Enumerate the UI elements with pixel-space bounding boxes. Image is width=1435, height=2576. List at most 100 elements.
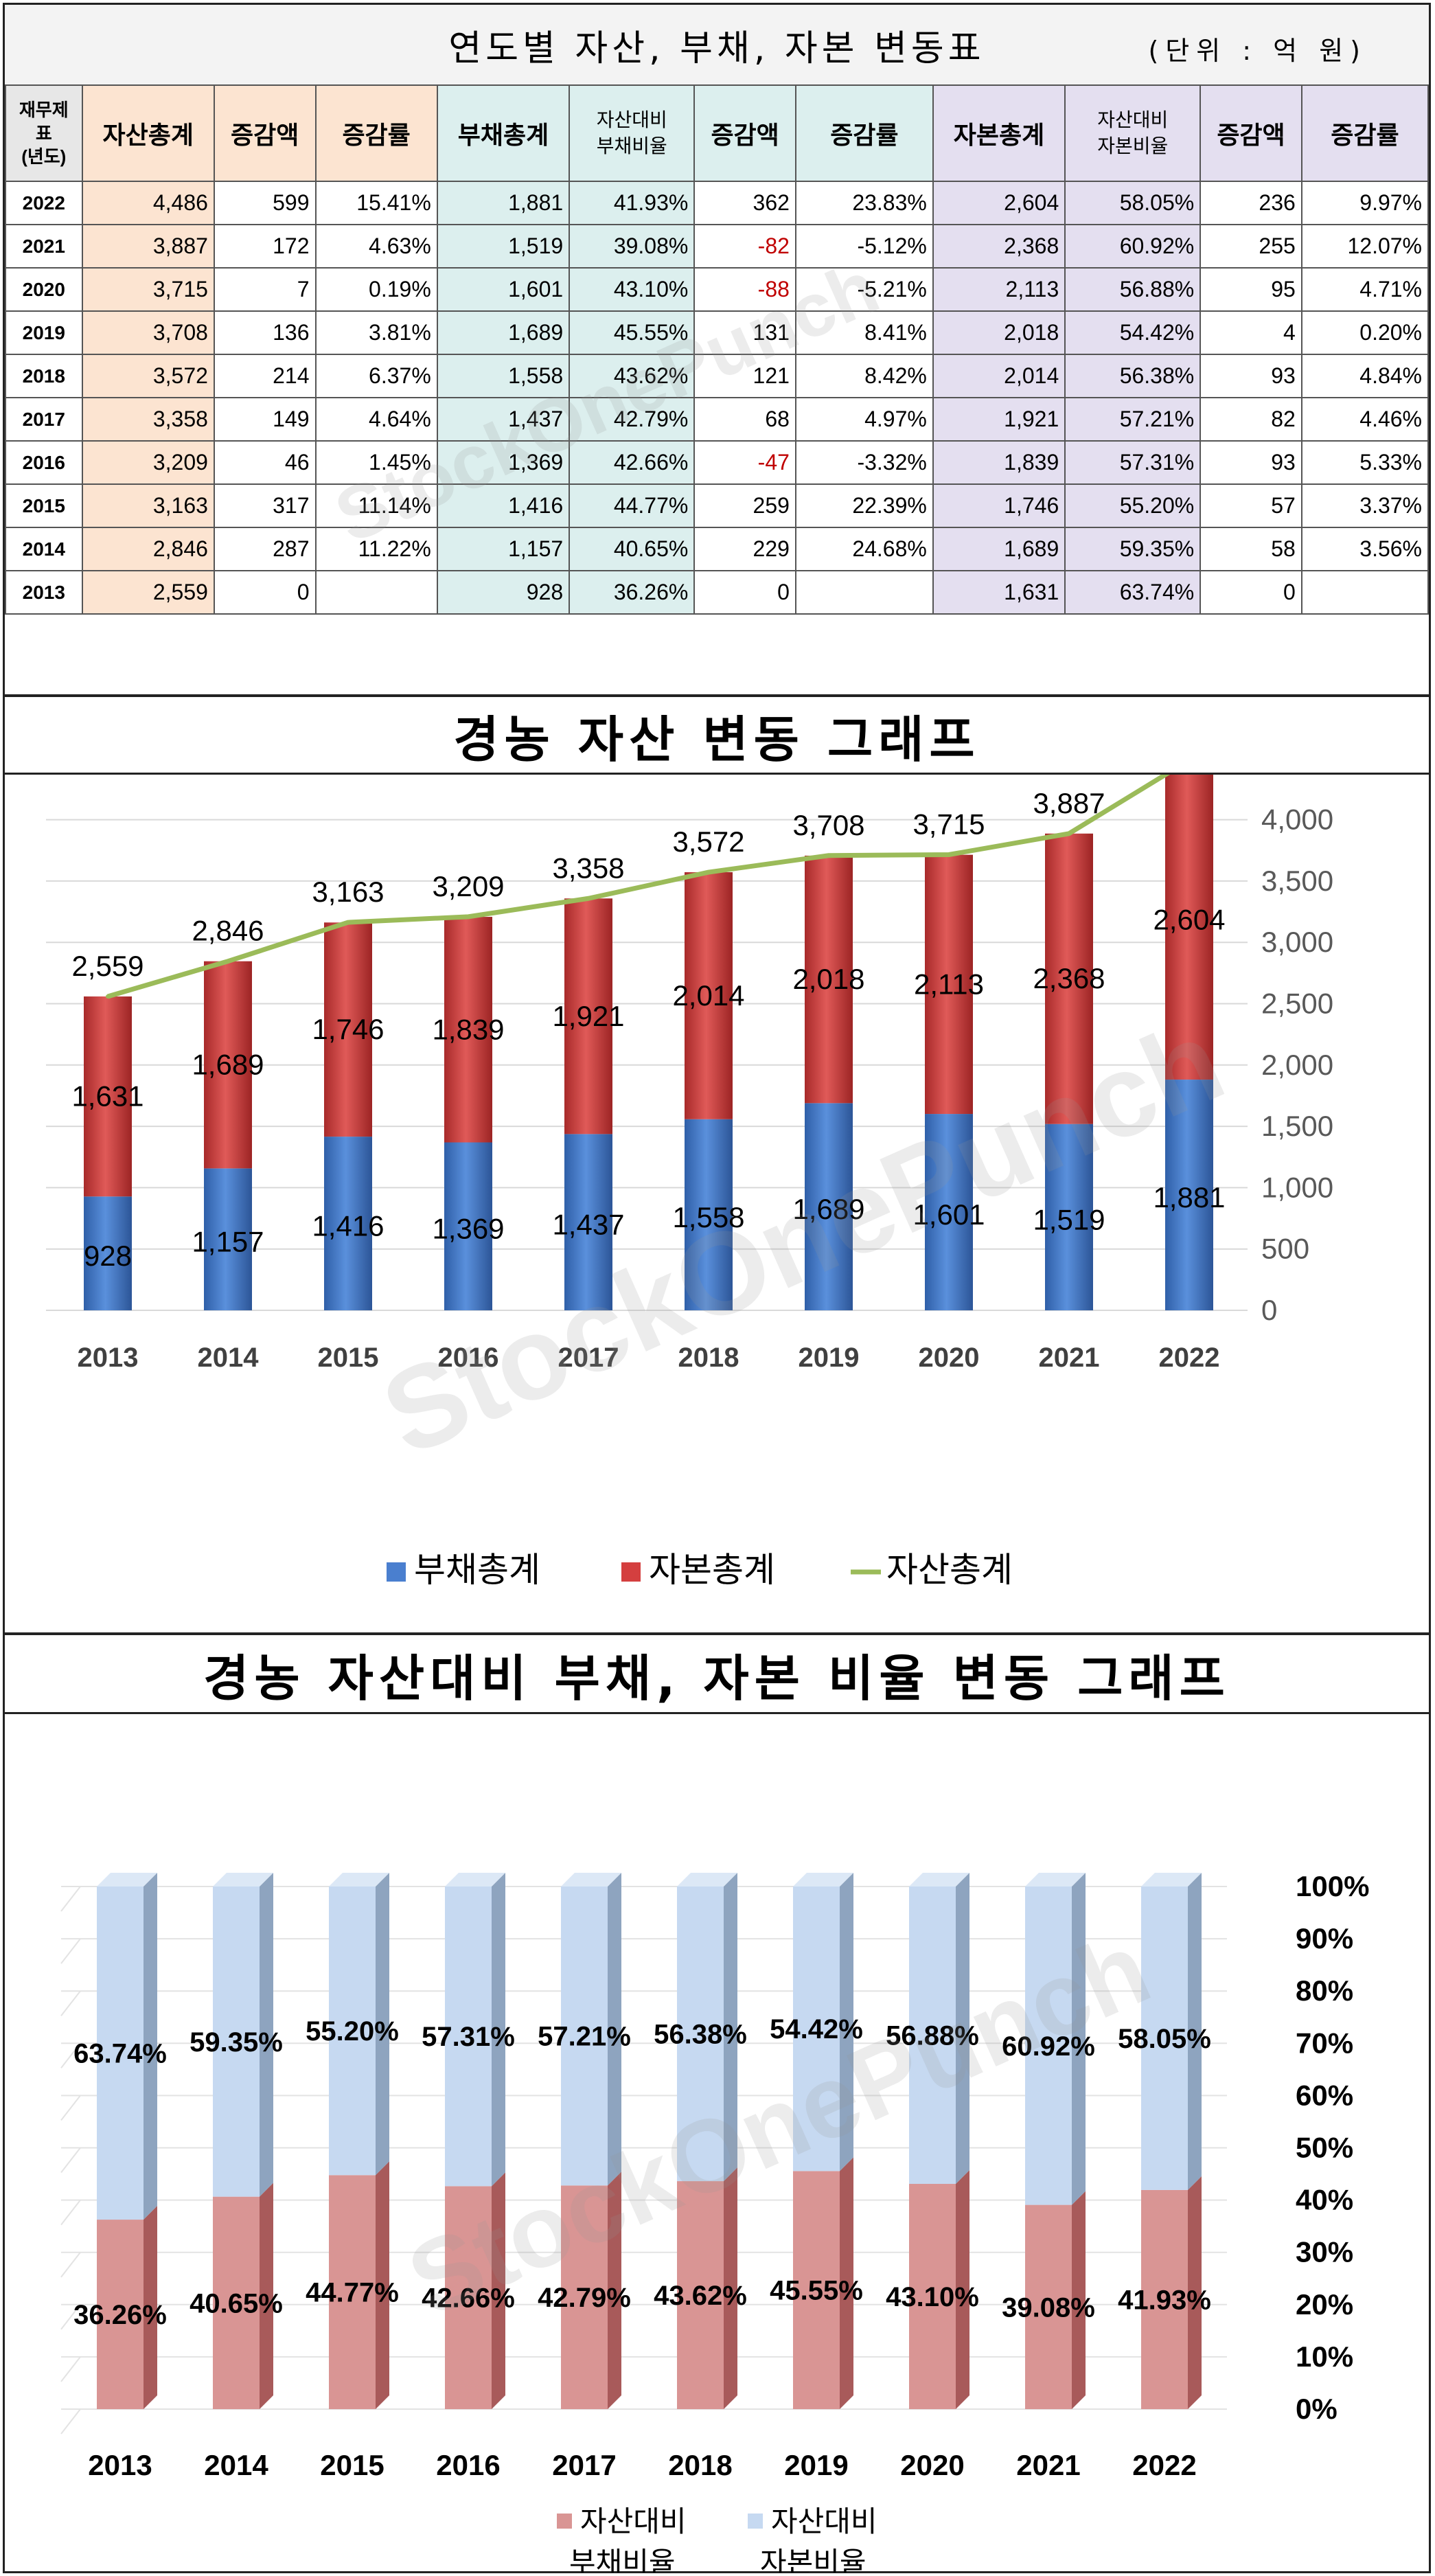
table-cell: 2,559 bbox=[81, 570, 215, 615]
table-cell: 4.84% bbox=[1300, 354, 1430, 398]
asset-total-label: 2,559 bbox=[71, 950, 144, 982]
table-cell: 7 bbox=[213, 267, 317, 312]
debt-value-label: 1,437 bbox=[552, 1209, 624, 1241]
table-cell: 2,368 bbox=[932, 224, 1066, 269]
table-cell: 1,881 bbox=[436, 181, 571, 225]
asset-total-point bbox=[947, 852, 951, 857]
gridline-depth bbox=[60, 2356, 81, 2382]
table-cell: 2,846 bbox=[81, 527, 215, 571]
asset-total-label: 3,887 bbox=[1033, 787, 1105, 819]
x-tick-label: 2017 bbox=[552, 2449, 616, 2481]
table-cell: 42.66% bbox=[569, 440, 696, 485]
capital-ratio-bar-side bbox=[840, 1873, 853, 2172]
table-cell: 131 bbox=[693, 310, 796, 355]
table-cell bbox=[1300, 570, 1430, 615]
table-cell: 45.55% bbox=[569, 310, 696, 355]
debt-value-label: 1,601 bbox=[912, 1198, 985, 1231]
asset-total-point bbox=[707, 870, 711, 875]
debt-value-label: 1,416 bbox=[312, 1210, 384, 1242]
table-cell: 42.79% bbox=[569, 397, 696, 442]
capital-value-label: 2,113 bbox=[914, 968, 984, 1000]
table-cell: 1,601 bbox=[436, 267, 571, 312]
capital-ratio-bar bbox=[561, 1887, 608, 2186]
debt-ratio-bar bbox=[213, 2196, 260, 2409]
table-cell: 95 bbox=[1199, 267, 1302, 312]
capital-ratio-bar-top bbox=[445, 1873, 505, 1887]
gridline-depth bbox=[60, 2095, 81, 2121]
table-cell: 136 bbox=[213, 310, 317, 355]
header-cap-rate: 증감률 bbox=[1300, 84, 1430, 182]
header-asset-change: 증감액 bbox=[213, 84, 317, 182]
capital-value-label: 1,839 bbox=[432, 1013, 504, 1045]
y-tick-label: 100% bbox=[1296, 1870, 1369, 1902]
capital-bar bbox=[1165, 775, 1213, 1080]
table-header-row: 재무제표 (년도) 자산총계 증감액 증감률 부채총계 자산대비 부채비율 증감… bbox=[5, 84, 1430, 182]
table-cell: 4.46% bbox=[1300, 397, 1430, 442]
table-cell: 60.92% bbox=[1064, 224, 1202, 269]
debt-ratio-bar-side bbox=[956, 2170, 969, 2409]
debt-bar bbox=[204, 1168, 252, 1310]
x-tick-label: 2022 bbox=[1132, 2449, 1196, 2481]
x-tick-label: 2017 bbox=[558, 1343, 619, 1373]
table-cell: 41.93% bbox=[569, 181, 696, 225]
capital-bar bbox=[564, 898, 612, 1135]
table-cell: 4 bbox=[1199, 310, 1302, 355]
table-cell: 11.22% bbox=[314, 527, 438, 571]
debt-ratio-label: 44.77% bbox=[306, 2278, 399, 2308]
asset-chart: 5,0004,5004,0003,5003,0002,5002,0001,500… bbox=[46, 775, 1333, 1589]
capital-ratio-bar-top bbox=[329, 1873, 389, 1887]
capital-value-label: 1,746 bbox=[312, 1013, 384, 1045]
capital-ratio-bar bbox=[1025, 1887, 1072, 2205]
asset-total-point bbox=[106, 994, 110, 999]
table-row: 2014 2,846 287 11.22% 1,157 40.65% 229 24.68% 1,… bbox=[5, 527, 1430, 571]
asset-chart-title-bar: 경농 자산 변동 그래프 bbox=[5, 697, 1429, 775]
ratio-chart-panel: 경농 자산대비 부채, 자본 비율 변동 그래프 100% 90% 80% 70% 60… bbox=[3, 1633, 1431, 2573]
y-tick-label: 90% bbox=[1296, 1922, 1353, 1954]
table-cell: 56.88% bbox=[1064, 267, 1202, 312]
legend-label-debt: 부채총계 bbox=[414, 1551, 540, 1589]
debt-bar bbox=[1045, 1124, 1093, 1310]
gridline-depth bbox=[60, 1938, 81, 1964]
y-tick-label: 4,000 bbox=[1261, 803, 1333, 836]
legend-swatch-capital bbox=[621, 1562, 641, 1582]
x-tick-label: 2013 bbox=[78, 1343, 139, 1373]
asset-total-label: 3,708 bbox=[792, 809, 864, 841]
debt-ratio-bar-side bbox=[376, 2161, 389, 2409]
x-tick-label: 2020 bbox=[900, 2449, 964, 2481]
asset-total-label: 2,846 bbox=[192, 915, 264, 947]
header-asset-rate: 증감률 bbox=[314, 84, 438, 182]
capital-ratio-label: 56.88% bbox=[886, 2021, 979, 2051]
legend-label-capital: 자본총계 bbox=[649, 1551, 775, 1589]
table-cell-year: 2021 bbox=[5, 224, 83, 269]
debt-bar bbox=[84, 1196, 132, 1310]
capital-ratio-bar-side bbox=[1188, 1873, 1202, 2190]
debt-ratio-bar bbox=[1141, 2189, 1188, 2409]
table-cell: 0 bbox=[213, 570, 317, 615]
capital-ratio-label: 54.42% bbox=[770, 2014, 863, 2044]
capital-ratio-bar-top bbox=[677, 1873, 737, 1887]
table-unit: (단위 : 억 원) bbox=[1148, 36, 1367, 66]
table-cell: 2,018 bbox=[932, 310, 1066, 355]
debt-bar bbox=[685, 1119, 733, 1310]
debt-ratio-label: 36.26% bbox=[73, 2300, 167, 2330]
legend-swatch-capital-ratio bbox=[748, 2514, 763, 2529]
x-tick-label: 2015 bbox=[320, 2449, 384, 2481]
table-row: 2018 3,572 214 6.37% 1,558 43.62% 121 8.42% 2,01… bbox=[5, 354, 1430, 398]
debt-ratio-label: 42.79% bbox=[538, 2283, 631, 2313]
table-cell: 928 bbox=[436, 570, 571, 615]
table-cell: 287 bbox=[213, 527, 317, 571]
asset-total-point bbox=[586, 896, 590, 901]
table-cell: 15.41% bbox=[314, 181, 438, 225]
capital-bar bbox=[925, 854, 973, 1115]
y-tick-label: 1,000 bbox=[1261, 1171, 1333, 1203]
capital-value-label: 2,604 bbox=[1153, 904, 1225, 936]
debt-ratio-bar bbox=[445, 2186, 492, 2409]
legend-label-line: 부채비율 bbox=[569, 2546, 676, 2573]
table-cell: 1,157 bbox=[436, 527, 571, 571]
y-tick-label: 70% bbox=[1296, 2027, 1353, 2059]
gridline-depth bbox=[60, 1886, 81, 1912]
table-row: 2015 3,163 317 11.14% 1,416 44.77% 259 22.39% 1,… bbox=[5, 483, 1430, 528]
table-cell: 599 bbox=[213, 181, 317, 225]
header-debt-change: 증감액 bbox=[693, 84, 796, 182]
table-cell: 1,369 bbox=[436, 440, 571, 485]
